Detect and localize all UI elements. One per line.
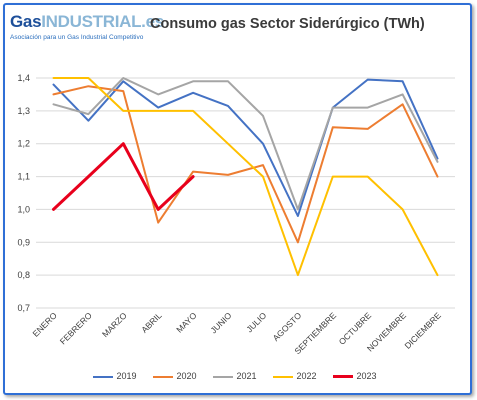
x-tick-label: JUNIO bbox=[208, 310, 233, 335]
y-tick-label: 1,2 bbox=[17, 139, 30, 149]
legend-label: 2021 bbox=[236, 371, 257, 381]
y-tick-label: 0,9 bbox=[17, 237, 30, 247]
legend-swatch bbox=[212, 376, 233, 378]
y-tick-label: 0,7 bbox=[17, 303, 30, 313]
chart-legend: 2019 2020 2021 2022 2023 bbox=[0, 369, 477, 385]
series-line-2023 bbox=[52, 142, 195, 211]
y-tick-label: 1,3 bbox=[17, 106, 30, 116]
x-tick-label: DICIEMBRE bbox=[402, 310, 443, 351]
x-tick-label: JULIO bbox=[244, 310, 268, 334]
series-line-2020 bbox=[52, 85, 439, 244]
x-tick-label: OCTUBRE bbox=[337, 310, 374, 347]
series-line-2019 bbox=[52, 78, 439, 217]
x-tick-label: FEBRERO bbox=[58, 310, 94, 346]
x-tick-label: ABRIL bbox=[139, 310, 164, 335]
y-tick-label: 1,1 bbox=[17, 172, 30, 182]
chart-frame bbox=[3, 3, 472, 395]
y-tick-label: 0,8 bbox=[17, 270, 30, 280]
legend-swatch bbox=[332, 375, 353, 378]
x-tick-label: ENERO bbox=[30, 310, 59, 339]
legend-label: 2022 bbox=[296, 371, 317, 381]
series-line-2022 bbox=[52, 77, 439, 277]
legend-swatch bbox=[152, 376, 173, 378]
gasindustrial-logo: GasINDUSTRIAL.es Asociación para un Gas … bbox=[10, 12, 164, 41]
y-tick-label: 1,4 bbox=[17, 73, 30, 83]
chart-title: Consumo gas Sector Siderúrgico (TWh) bbox=[150, 16, 425, 32]
x-tick-label: MAYO bbox=[174, 310, 199, 335]
logo-tagline: Asociación para un Gas Industrial Compet… bbox=[10, 34, 144, 41]
x-tick-label: MARZO bbox=[100, 310, 129, 339]
legend-label: 2023 bbox=[356, 371, 377, 381]
legend-label: 2020 bbox=[176, 371, 197, 381]
legend-swatch bbox=[92, 376, 113, 378]
series-line-2021 bbox=[52, 77, 439, 211]
y-tick-label: 1,0 bbox=[17, 204, 30, 214]
x-tick-label: AGOSTO bbox=[271, 310, 304, 343]
legend-label: 2019 bbox=[116, 371, 137, 381]
legend-swatch bbox=[272, 376, 293, 378]
